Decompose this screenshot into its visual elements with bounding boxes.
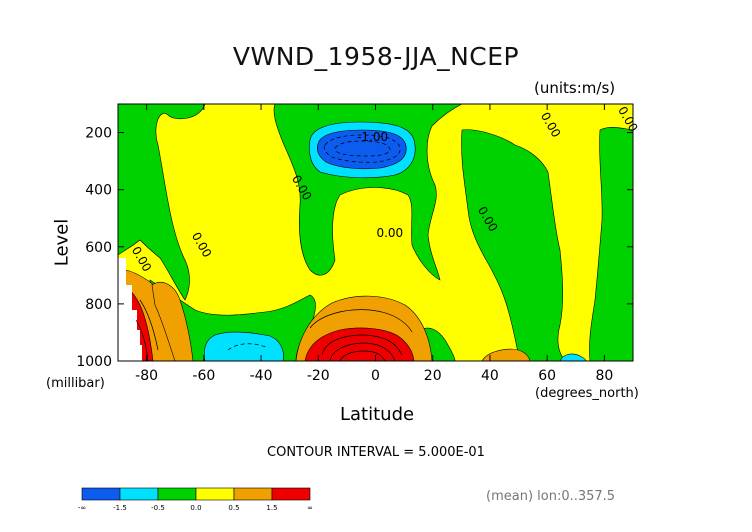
- x-tick-label: 60: [538, 368, 556, 384]
- field-green-northern: [461, 129, 566, 361]
- contour-fields: [118, 104, 633, 361]
- x-tick-label: 80: [595, 368, 613, 384]
- contour-label: -1.00: [357, 130, 388, 144]
- contour-line: [135, 319, 149, 361]
- chart-title: VWND_1958-JJA_NCEP: [232, 42, 520, 71]
- contour-lines: [135, 134, 413, 361]
- x-tick-label: -20: [307, 368, 330, 384]
- y-tick-label: 200: [85, 126, 112, 142]
- x-tick-label: 40: [481, 368, 499, 384]
- y-ticks: 200 400 600 800 1000: [76, 126, 633, 370]
- x-tick-label: 0: [371, 368, 380, 384]
- field-cyan-lower-right: [559, 353, 587, 361]
- contour-line: [329, 342, 396, 361]
- x-axis-units: (degrees_north): [535, 386, 639, 401]
- y-tick-label: 400: [85, 183, 112, 199]
- y-tick-label: 1000: [76, 354, 112, 370]
- contour-interval-text: CONTOUR INTERVAL = 5.000E-01: [267, 445, 485, 460]
- contour-line: [139, 299, 159, 351]
- y-tick-label: 800: [85, 297, 112, 313]
- x-tick-label: -60: [192, 368, 215, 384]
- field-green-southern-polar: [118, 104, 206, 301]
- field-red-central: [304, 327, 415, 361]
- y-tick-label: 600: [85, 240, 112, 256]
- contour-line: [339, 350, 386, 361]
- x-tick-label: -80: [135, 368, 158, 384]
- contour-line: [323, 134, 401, 163]
- contour-label: 0.00: [376, 226, 403, 240]
- y-axis-units: (millibar): [46, 376, 105, 391]
- x-tick-label: -40: [250, 368, 273, 384]
- contour-line: [334, 140, 391, 157]
- contour-line: [309, 309, 413, 333]
- contour-line: [321, 334, 403, 356]
- field-orange-southern-2: [151, 281, 194, 361]
- contour-line: [227, 343, 269, 351]
- mean-longitude-text: (mean) lon:0..357.5: [486, 489, 616, 504]
- field-orange-northern: [481, 348, 531, 361]
- units-label: (units:m/s): [534, 79, 616, 97]
- x-ticks: -80 -60 -40 -20 0 20 40 60 80: [135, 104, 613, 384]
- field-missing-data: [118, 258, 142, 361]
- x-tick-label: 20: [424, 368, 442, 384]
- x-axis-label: Latitude: [340, 404, 415, 425]
- field-green-northern-far: [589, 126, 633, 361]
- field-cyan-lower: [204, 331, 284, 361]
